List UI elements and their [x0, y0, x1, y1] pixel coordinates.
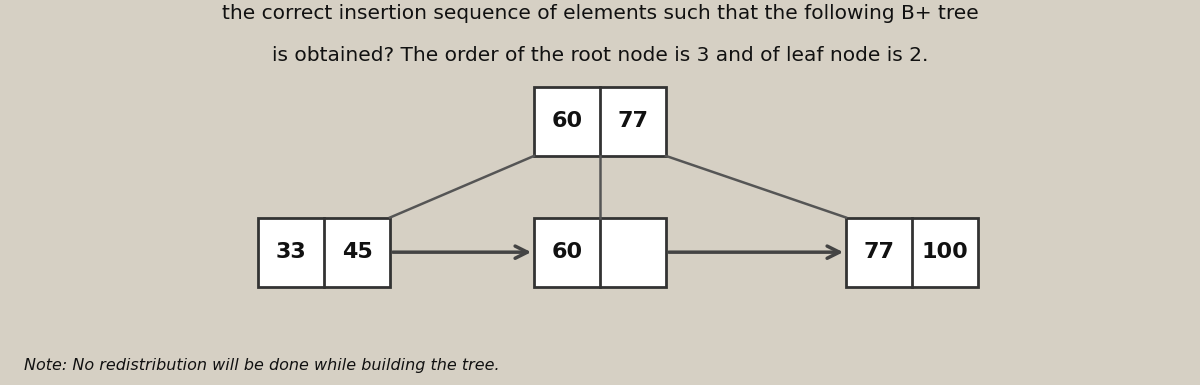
Text: 77: 77	[618, 111, 648, 131]
Bar	[258, 218, 390, 287]
Text: 60: 60	[552, 111, 582, 131]
Text: Note: No redistribution will be done while building the tree.: Note: No redistribution will be done whi…	[24, 358, 499, 373]
Text: is obtained? The order of the root node is 3 and of leaf node is 2.: is obtained? The order of the root node …	[272, 46, 928, 65]
Bar	[846, 218, 978, 287]
Text: 60: 60	[552, 242, 582, 262]
Text: 100: 100	[922, 242, 968, 262]
Text: 45: 45	[342, 242, 372, 262]
Text: 77: 77	[864, 242, 894, 262]
Bar	[534, 218, 666, 287]
Text: the correct insertion sequence of elements such that the following B+ tree: the correct insertion sequence of elemen…	[222, 4, 978, 23]
Text: 33: 33	[276, 242, 306, 262]
Bar	[534, 87, 666, 156]
